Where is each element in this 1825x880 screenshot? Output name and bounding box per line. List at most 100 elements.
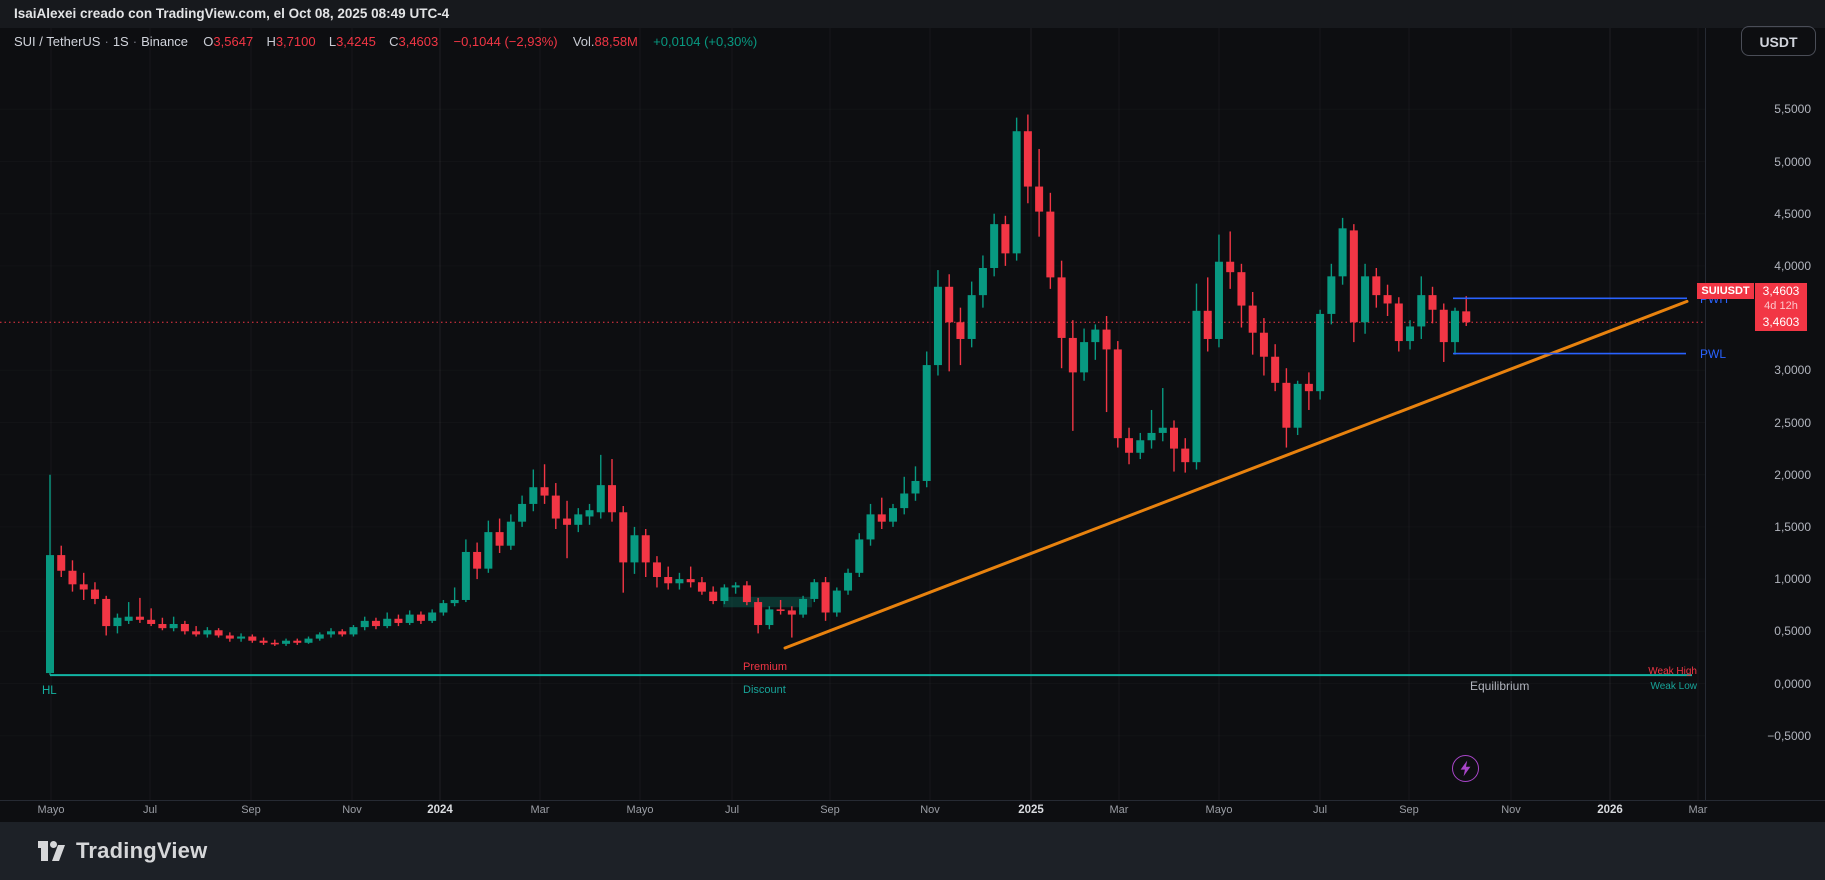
candle-down xyxy=(57,555,66,571)
bar-countdown: 4d 12h xyxy=(1764,300,1798,312)
candle-up xyxy=(428,612,437,621)
lightning-button[interactable] xyxy=(1452,755,1479,782)
candle-up xyxy=(574,514,583,525)
currency-toggle-button[interactable]: USDT xyxy=(1741,26,1816,56)
candle-up xyxy=(484,532,493,569)
candle-up xyxy=(866,514,875,540)
price-tick-label: −0,5000 xyxy=(1767,728,1811,743)
candle-down xyxy=(1259,332,1268,357)
candle-down xyxy=(540,487,549,496)
candle-up xyxy=(810,582,819,599)
candle-down xyxy=(821,582,830,613)
price-tick-label: 2,0000 xyxy=(1774,467,1811,482)
legend-symbol[interactable]: SUI / TetherUS xyxy=(14,34,101,49)
candle-down xyxy=(1439,309,1448,343)
candle-up xyxy=(315,634,324,639)
last-price-badge: 3,4603 4d 12h 3,4603 xyxy=(1755,283,1807,331)
candle-down xyxy=(697,582,706,592)
chart-legend[interactable]: SUI / TetherUS · 1S · Binance O3,5647 H3,710… xyxy=(14,34,757,52)
candle-up xyxy=(889,508,897,522)
legend-high-value: 3,7100 xyxy=(275,34,316,49)
candle-up xyxy=(1080,342,1089,373)
attribution-bar: IsaiAlexei creado con TradingView.com, e… xyxy=(0,0,1825,28)
candle-down xyxy=(608,485,616,513)
attribution-text: IsaiAlexei creado con TradingView.com, e… xyxy=(14,6,450,21)
candle-down xyxy=(1462,311,1471,323)
candle-down xyxy=(1001,224,1010,254)
candle-down xyxy=(641,535,650,563)
candle-down xyxy=(563,518,572,525)
time-tick-month: Mar xyxy=(1688,804,1708,816)
candle-up xyxy=(506,521,515,546)
candle-up xyxy=(113,617,122,627)
candle-down xyxy=(652,562,661,578)
discount-label: Discount xyxy=(743,684,786,696)
candle-down xyxy=(473,551,482,569)
time-axis[interactable]: Mayo Jul Sep Nov 2024 Mar Mayo Jul Sep Nov 2025 Mar… xyxy=(0,800,1825,822)
candle-down xyxy=(1125,438,1134,453)
candle-up xyxy=(327,631,335,635)
candle-up xyxy=(124,616,133,621)
candle-down xyxy=(225,635,234,639)
footer-bar: TradingView xyxy=(0,822,1825,880)
candle-up xyxy=(1091,329,1100,343)
candle-down xyxy=(102,598,111,627)
candle-down xyxy=(180,623,189,632)
time-tick-month: Mayo xyxy=(626,804,654,816)
candle-down xyxy=(1248,305,1257,333)
candle-down xyxy=(1428,295,1437,310)
candle-down xyxy=(1226,261,1235,273)
price-tick-label: 5,0000 xyxy=(1774,154,1811,169)
lightning-icon xyxy=(1460,760,1471,777)
candle-down xyxy=(147,619,156,624)
candle-up xyxy=(529,487,538,504)
candle-up xyxy=(596,485,605,513)
price-tick-label: 3,0000 xyxy=(1774,363,1811,378)
candle-down xyxy=(1237,272,1246,306)
candle-up xyxy=(1158,427,1167,433)
candle-up xyxy=(1136,440,1145,453)
candle-up xyxy=(461,551,470,600)
candle-up xyxy=(1012,131,1021,254)
legend-low-value: 3,4245 xyxy=(336,34,376,49)
time-tick-month: Mayo xyxy=(37,804,65,816)
candle-down xyxy=(293,640,302,643)
candle-down xyxy=(956,322,965,339)
price-tick-label: 5,5000 xyxy=(1774,102,1811,117)
tradingview-logo-text[interactable]: TradingView xyxy=(76,838,208,863)
time-tick-month: Mayo xyxy=(1205,804,1233,816)
candle-up xyxy=(990,224,999,268)
legend-open-label: O xyxy=(203,34,214,49)
candle-down xyxy=(394,618,403,623)
legend-close-value: 3,4603 xyxy=(398,34,439,49)
legend-change: −0,1044 (−2,93%) xyxy=(453,34,558,49)
candle-up xyxy=(1214,261,1223,339)
candle-up xyxy=(731,585,740,588)
price-tick-label: 1,0000 xyxy=(1774,572,1811,587)
candle-up xyxy=(518,503,527,522)
price-tick-label: 0,5000 xyxy=(1774,624,1811,639)
time-tick-month: Sep xyxy=(820,804,840,816)
legend-separator: · xyxy=(104,34,109,49)
candle-up xyxy=(765,609,774,626)
candle-down xyxy=(1349,230,1358,323)
price-tick-label: 0,0000 xyxy=(1774,676,1811,691)
price-axis[interactable]: 5,5000 5,0000 4,5000 4,0000 3,0000 2,5000 2,00… xyxy=(1705,28,1825,800)
candle-down xyxy=(1046,211,1055,278)
weak-low-label: Weak Low xyxy=(1650,681,1697,692)
candle-up xyxy=(349,627,358,635)
candle-up xyxy=(911,480,920,494)
candle-down xyxy=(619,512,628,563)
candle-down xyxy=(259,640,268,643)
candle-up xyxy=(978,267,987,296)
candle-up xyxy=(1406,326,1415,342)
candle-down xyxy=(1271,356,1280,383)
price-tick-label: 1,5000 xyxy=(1774,519,1811,534)
candle-down xyxy=(1035,186,1044,212)
candle-down xyxy=(79,584,88,590)
candle-up xyxy=(832,590,841,613)
legend-interval[interactable]: 1S xyxy=(112,34,129,49)
chart-pane[interactable] xyxy=(0,0,1705,800)
tradingview-logo-icon[interactable] xyxy=(36,836,66,866)
